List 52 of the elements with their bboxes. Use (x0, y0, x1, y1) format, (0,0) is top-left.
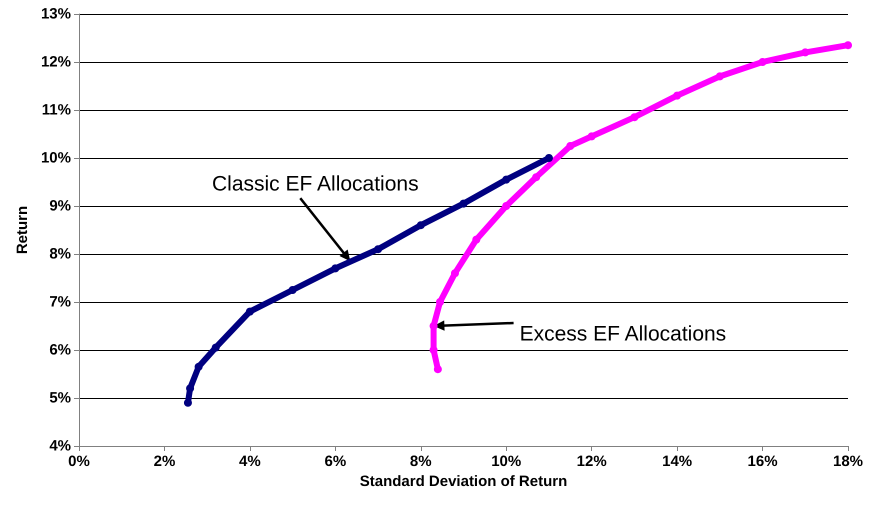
point (288, 286, 297, 294)
point (532, 173, 540, 182)
x-tick-label: 12% (576, 453, 607, 470)
point (331, 264, 340, 272)
point (588, 132, 596, 140)
y-tick-label: 11% (42, 102, 71, 118)
y-tick-label: 13% (40, 6, 71, 22)
x-tick-label: 14% (662, 453, 692, 470)
point (630, 113, 638, 122)
point (450, 269, 459, 278)
y-tick-label: 5% (49, 390, 71, 406)
x-tick-label: 8% (410, 453, 432, 470)
point (416, 221, 425, 230)
point (566, 142, 574, 150)
point (801, 48, 810, 56)
point (184, 398, 192, 407)
y-tick-label: 10% (40, 150, 71, 166)
y-tick-label: 6% (49, 342, 71, 358)
x-tick-label: 4% (239, 453, 261, 470)
point (502, 202, 510, 210)
x-tick-label: 18% (832, 453, 864, 470)
point (430, 322, 438, 330)
point (212, 344, 220, 352)
annotation: Classic EF Allocations (212, 172, 419, 196)
y-axis-title: Return (14, 206, 32, 254)
y-tick-label: 12% (40, 54, 71, 70)
point (844, 41, 852, 50)
point (434, 365, 442, 374)
point (716, 72, 724, 80)
y-tick-label: 7% (49, 294, 71, 310)
point (430, 346, 438, 354)
point (758, 58, 767, 66)
point (673, 92, 682, 100)
point (374, 245, 382, 254)
point (186, 384, 194, 392)
x-tick-label: 0% (68, 453, 90, 470)
point (544, 154, 553, 162)
point (194, 362, 203, 371)
point (472, 236, 480, 244)
point (436, 298, 444, 306)
y-tick-label: 4% (49, 438, 71, 454)
annotation: Excess EF Allocations (520, 322, 726, 346)
point (502, 176, 510, 184)
point (460, 200, 468, 208)
x-tick-label: 2% (154, 453, 176, 470)
y-tick-label: 8% (49, 246, 71, 262)
point (246, 308, 254, 316)
x-tick-label: 6% (324, 453, 346, 470)
x-tick-label: 16% (748, 453, 778, 470)
x-axis-title: Standard Deviation of Return (360, 472, 568, 490)
x-tick-label: 10% (491, 453, 522, 470)
y-tick-label: 9% (49, 198, 71, 214)
